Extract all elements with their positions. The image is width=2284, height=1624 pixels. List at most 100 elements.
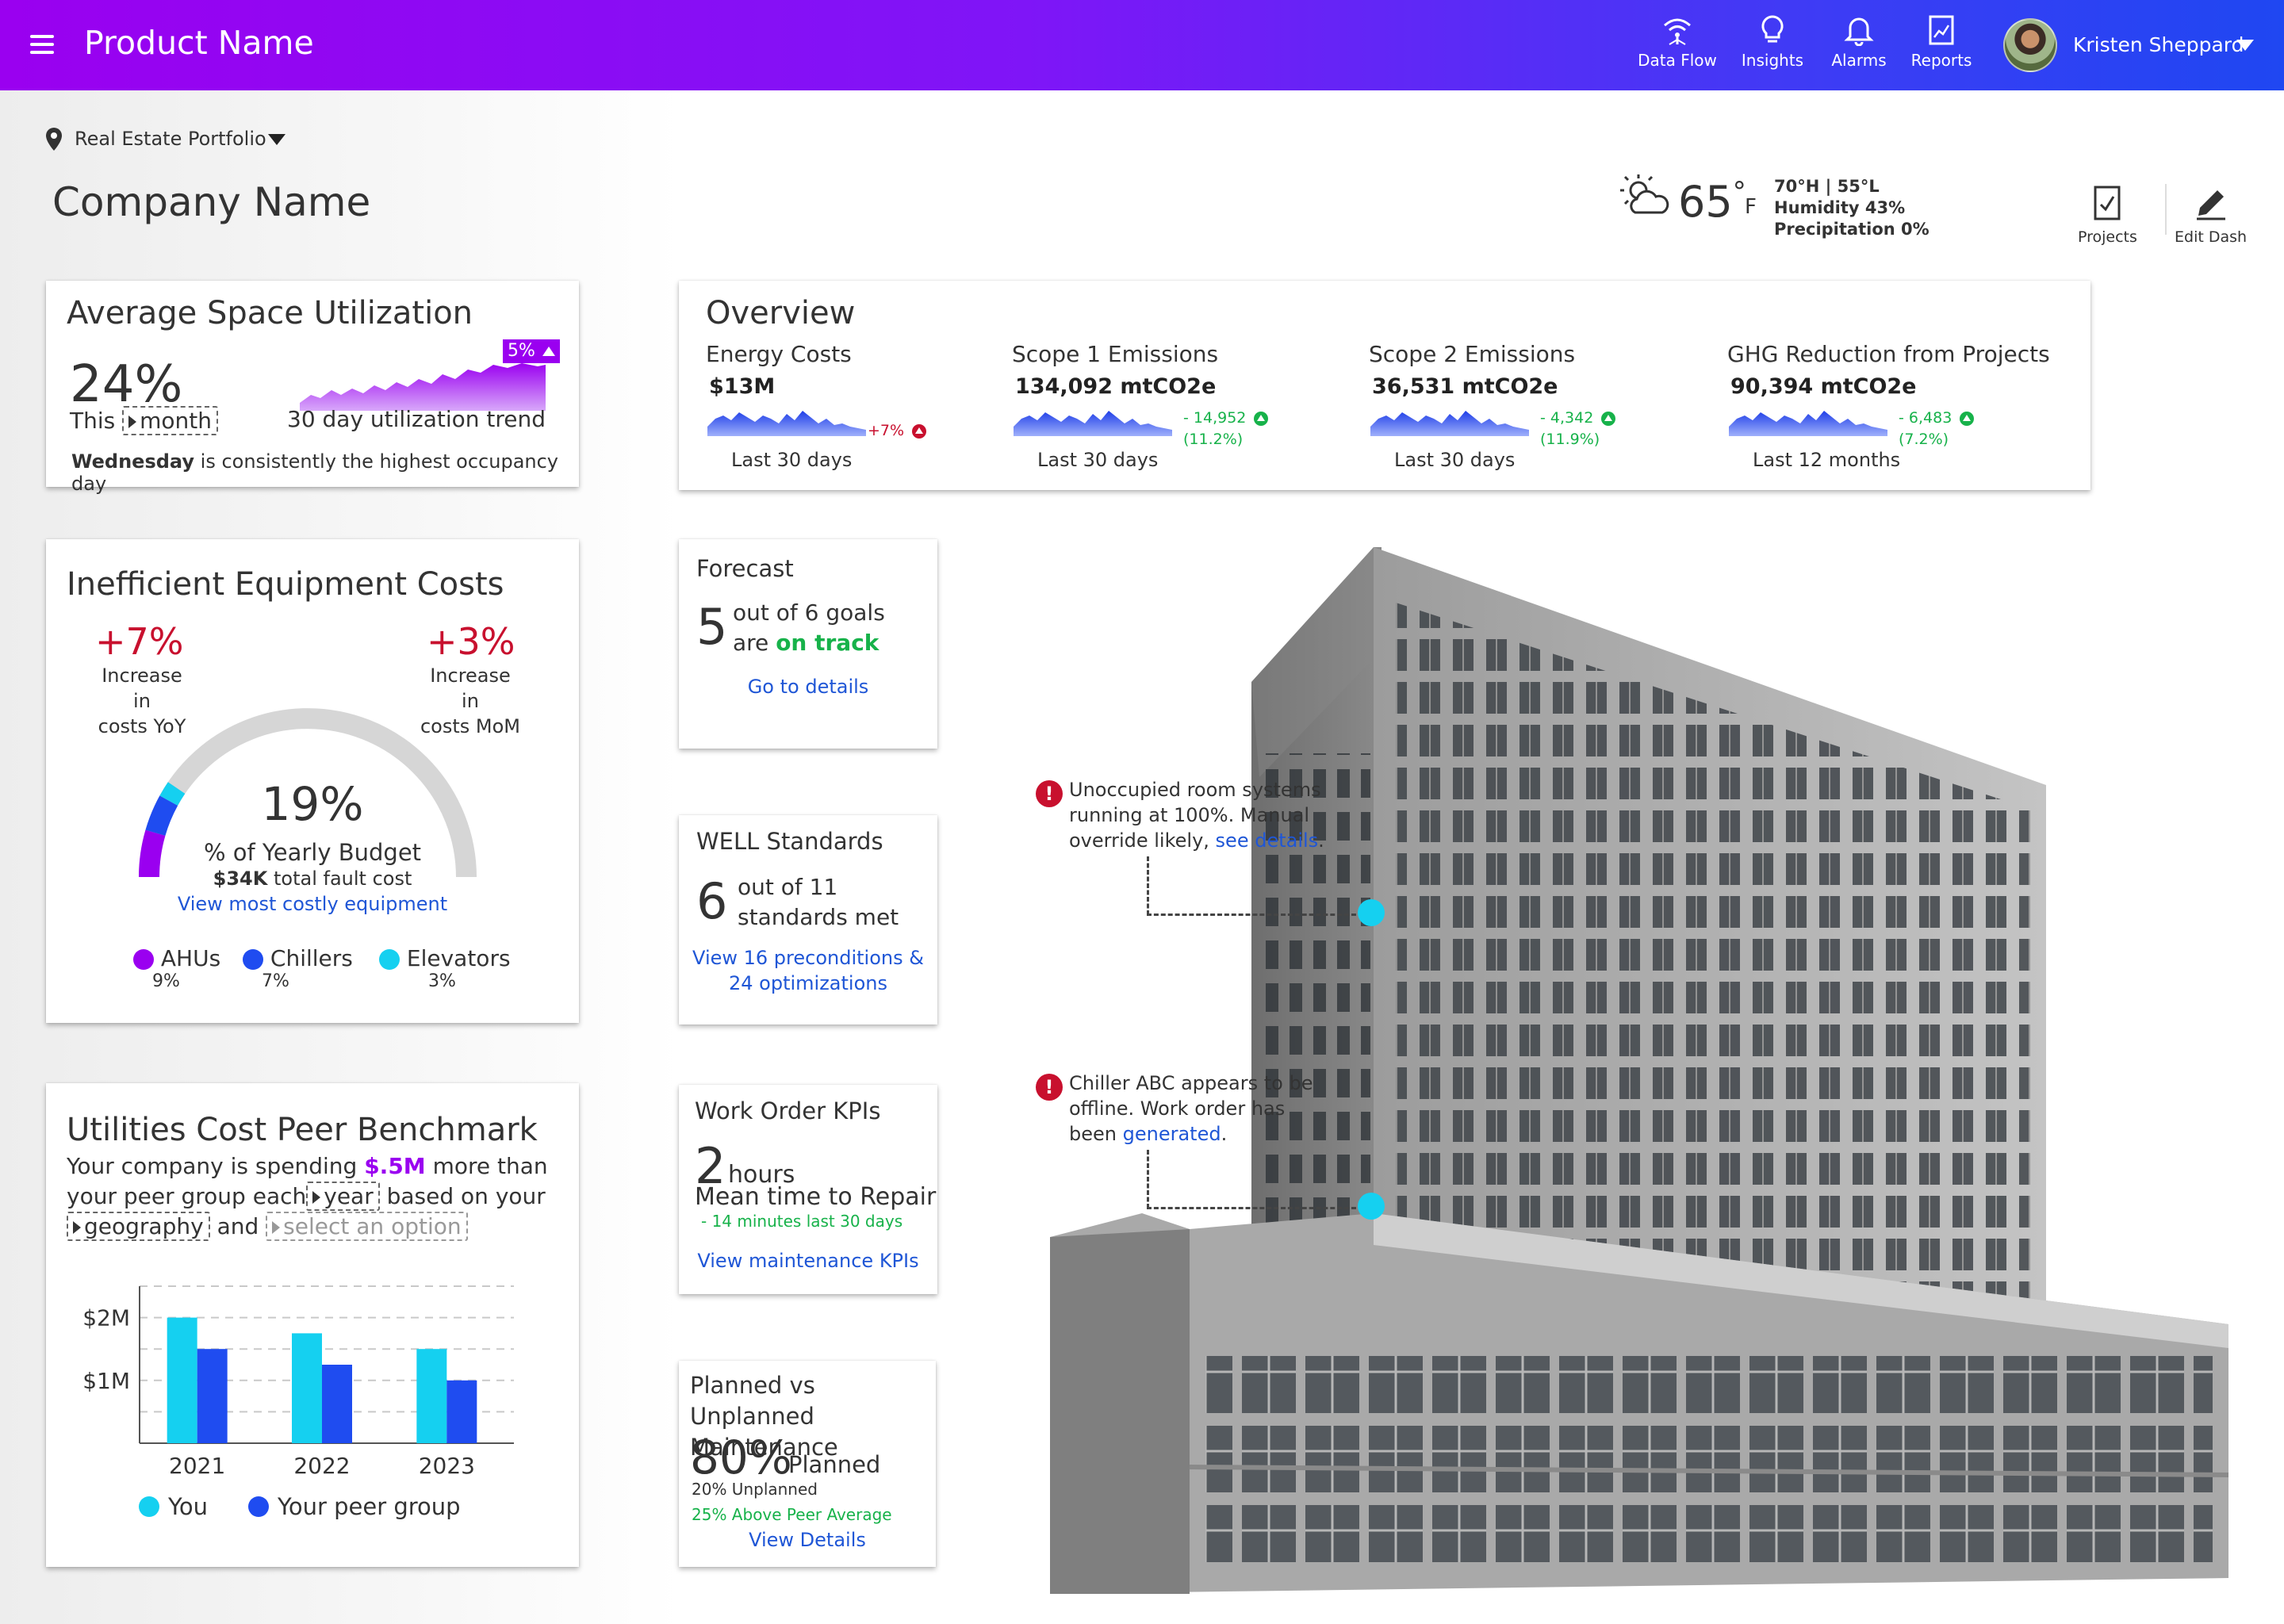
maintenance-card: Planned vs Unplanned Maintenance 80% Pla…	[679, 1361, 936, 1567]
well-card: WELL Standards 6 out of 11 standards met…	[679, 815, 937, 1025]
legend-item: Chillers 7%	[243, 945, 353, 991]
alert-line2: running at 100%. Manual	[1069, 804, 1310, 826]
well-preconditions-link[interactable]: View 16 preconditions & 24 optimizations	[679, 945, 937, 996]
nav-data-flow[interactable]: Data Flow	[1630, 14, 1725, 70]
edit-dash-button[interactable]: Edit Dash	[2175, 184, 2247, 246]
planned-value: 80%	[690, 1431, 792, 1484]
maintenance-details-link[interactable]: View Details	[749, 1529, 866, 1551]
callout-connector	[1147, 856, 1149, 915]
nav-alarms[interactable]: Alarms	[1811, 14, 1907, 70]
bar-your-peer-group	[446, 1380, 477, 1443]
trend-good-icon	[1960, 411, 1975, 426]
metric-sparkline	[1729, 411, 1887, 436]
callout-connector	[1147, 914, 1356, 916]
yoy-label-line1: Increase in	[102, 665, 182, 712]
option-dropdown[interactable]: select an option	[266, 1212, 468, 1241]
hotspot-chiller[interactable]	[1358, 1193, 1385, 1220]
nav-reports[interactable]: Reports	[1894, 14, 1989, 70]
benchmark-card: Utilities Cost Peer Benchmark Your compa…	[46, 1083, 579, 1567]
mttr-delta: - 14 minutes last 30 days	[701, 1212, 903, 1231]
well-link-line1: View 16 preconditions &	[692, 947, 924, 969]
nav-reports-label: Reports	[1910, 51, 1972, 70]
metric-period: Last 12 months	[1753, 449, 1901, 471]
chevron-down-icon[interactable]	[2236, 40, 2254, 51]
humidity: Humidity 43%	[1774, 198, 1906, 217]
alert-line3: been	[1069, 1123, 1117, 1145]
legend-label: You	[167, 1493, 208, 1520]
metric-delta: - 6,483 (7.2%)	[1899, 408, 1975, 450]
clipboard-check-icon	[2094, 186, 2121, 220]
callout-connector	[1147, 1207, 1356, 1209]
weather-details: 70°H | 55°L Humidity 43% Precipitation 0…	[1774, 176, 1930, 240]
option-placeholder: select an option	[283, 1213, 462, 1239]
nav-alarms-label: Alarms	[1831, 51, 1887, 70]
gauge-value: 19%	[261, 777, 364, 831]
user-name[interactable]: Kristen Sheppard	[2073, 33, 2244, 56]
x-tick-label: 2023	[419, 1453, 475, 1479]
sentence-part2: more than	[432, 1153, 548, 1179]
work-order-number: 2	[695, 1137, 726, 1195]
period-value: year	[324, 1183, 374, 1209]
metric-period: Last 30 days	[731, 449, 853, 471]
report-icon	[1929, 15, 1954, 45]
metric-value: 134,092 mtCO2e	[1015, 374, 1217, 399]
arrow-up-icon	[542, 347, 555, 356]
metric-value: 90,394 mtCO2e	[1730, 374, 1917, 399]
occupancy-footnote: Wednesday is consistently the highest oc…	[71, 450, 579, 495]
bar-your-peer-group	[322, 1365, 352, 1443]
budget-gauge	[139, 708, 477, 878]
nav-insights[interactable]: Insights	[1725, 14, 1820, 70]
period-dropdown[interactable]: month	[122, 406, 219, 435]
fault-cost: $34K total fault cost	[46, 868, 579, 890]
spend-amount: $.5M	[364, 1153, 426, 1179]
mttr-label: Mean time to Repair	[695, 1183, 937, 1211]
forecast-title: Forecast	[696, 555, 794, 582]
period-dropdown[interactable]: year	[306, 1182, 380, 1211]
top-app-bar: Product Name Data Flow Insights Alarms	[0, 0, 2284, 90]
legend-value: 3%	[428, 971, 456, 991]
avatar[interactable]	[2003, 18, 2057, 72]
mom-label-line1: Increase in	[430, 665, 511, 712]
play-caret-icon	[272, 1221, 281, 1234]
edit-dash-label: Edit Dash	[2175, 228, 2248, 246]
mom-value: +3%	[427, 620, 515, 663]
legend-item: AHUs 9%	[133, 945, 220, 991]
legend-item: Elevators 3%	[379, 945, 511, 991]
caret-down-icon	[267, 134, 286, 145]
work-order-title: Work Order KPIs	[695, 1097, 881, 1124]
toolbar-divider	[2165, 184, 2167, 235]
projects-button[interactable]: Projects	[2078, 184, 2137, 246]
costly-equipment-link[interactable]: View most costly equipment	[177, 893, 448, 915]
forecast-card: Forecast 5 out of 6 goals are on track G…	[679, 539, 937, 749]
building-image	[1050, 547, 2229, 1594]
see-details-link[interactable]: see details	[1215, 829, 1319, 852]
geography-dropdown[interactable]: geography	[67, 1212, 210, 1241]
high-low: 70°H | 55°L	[1774, 177, 1880, 196]
maintenance-kpis-link[interactable]: View maintenance KPIs	[697, 1250, 919, 1272]
legend-dot	[379, 949, 400, 970]
nav-insights-label: Insights	[1741, 51, 1804, 70]
alert-line3: override likely,	[1069, 829, 1209, 852]
company-name: Company Name	[52, 179, 371, 225]
x-tick-label: 2022	[293, 1453, 350, 1479]
menu-icon[interactable]	[30, 35, 54, 54]
metric-delta-value: +7%	[868, 422, 905, 439]
lightbulb-icon	[1761, 15, 1784, 43]
legend-dot	[248, 1496, 269, 1517]
overview-title: Overview	[706, 295, 856, 331]
generated-link[interactable]: generated	[1122, 1123, 1221, 1145]
location-pin-icon	[46, 128, 62, 151]
nav-data-flow-label: Data Flow	[1638, 51, 1717, 70]
benchmark-title: Utilities Cost Peer Benchmark	[67, 1112, 538, 1148]
forecast-text: out of 6 goals are on track	[733, 598, 885, 658]
work-order-card: Work Order KPIs 2 hours Mean time to Rep…	[679, 1085, 937, 1294]
sentence-part3: your peer group each	[67, 1183, 307, 1209]
footnote-day: Wednesday	[71, 450, 195, 473]
forecast-details-link[interactable]: Go to details	[747, 676, 869, 698]
product-name: Product Name	[84, 24, 314, 62]
metric-title: Energy Costs	[706, 341, 852, 367]
portfolio-selector[interactable]: Real Estate Portfolio	[44, 127, 286, 152]
hotspot-room-systems[interactable]	[1358, 899, 1385, 926]
legend-dot	[133, 949, 154, 970]
partly-cloudy-icon	[1620, 174, 1669, 214]
